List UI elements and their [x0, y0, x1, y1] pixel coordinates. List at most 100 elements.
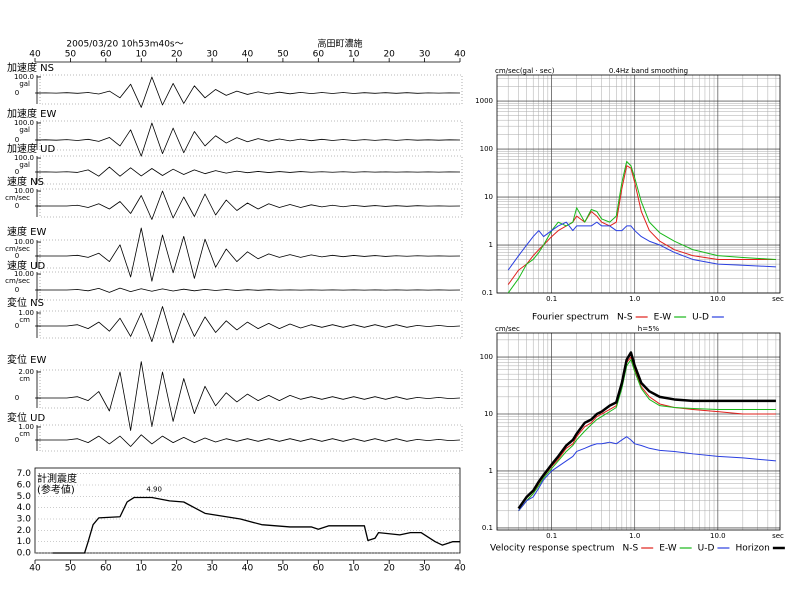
- legend-title: Fourier spectrum: [532, 313, 609, 323]
- x-tick-label: 10: [348, 50, 360, 60]
- y-unit: cm/sec(gal · sec): [495, 67, 555, 75]
- trace-label: 加速度 UD: [7, 142, 55, 155]
- x-tick-label: 40: [242, 564, 254, 574]
- y-tick-label: 0: [15, 168, 19, 176]
- y-tick-label: 0.1: [482, 289, 493, 297]
- x-tick-label: 30: [419, 564, 431, 574]
- annotation: 4.90: [146, 485, 162, 493]
- x-tick-label: 50: [277, 564, 289, 574]
- y-tick-label: 0: [15, 286, 19, 294]
- y-tick-label: 10.00: [14, 187, 34, 195]
- trace-label: 加速度 EW: [7, 107, 56, 120]
- x-tick-label: 40: [29, 50, 41, 60]
- x-tick-label: 20: [383, 50, 395, 60]
- series-line: [507, 161, 776, 294]
- series-line: [517, 351, 776, 510]
- note: 0.4Hz band smoothing: [609, 67, 688, 75]
- x-tick-label: 60: [100, 564, 112, 574]
- y-unit: cm/sec: [495, 325, 520, 333]
- series-line: [518, 359, 776, 512]
- series-line: [35, 190, 461, 220]
- trace-frame: [39, 369, 463, 409]
- y-tick-label: 0: [15, 394, 19, 402]
- y-tick-label: 0: [15, 322, 19, 330]
- x-tick-label: 10: [136, 564, 148, 574]
- note: h=5%: [638, 325, 660, 333]
- y-unit: gal: [19, 80, 30, 88]
- series-line: [507, 221, 776, 271]
- x-tick-label: 30: [206, 564, 218, 574]
- y-tick-label: 100.0: [14, 119, 34, 127]
- trace-label: 変位 NS: [7, 296, 44, 309]
- y-unit: cm/sec: [5, 194, 30, 202]
- x-tick-label: 40: [29, 564, 41, 574]
- y-tick-label: 4.0: [17, 503, 32, 513]
- x-tick-label: 50: [65, 50, 77, 60]
- plot-frame: [496, 332, 781, 531]
- y-tick-label: 1: [489, 241, 493, 249]
- y-tick-label: 1000: [475, 97, 493, 105]
- trace-frame: [39, 188, 463, 218]
- legend-label: N-S: [623, 544, 639, 554]
- x-tick-label: 10.0: [710, 532, 726, 540]
- y-tick-label: 3.0: [17, 515, 32, 525]
- x-unit: sec: [772, 295, 784, 303]
- station-name: 高田町濃施: [317, 38, 362, 50]
- trace-label: 加速度 NS: [7, 61, 54, 74]
- x-tick-label: 10.0: [710, 295, 726, 303]
- y-tick-label: 2.0: [17, 526, 32, 536]
- legend-title: Velocity response spectrum: [490, 544, 615, 554]
- y-tick-label: 1.00: [18, 309, 34, 317]
- y-tick-label: 1.0: [17, 537, 32, 547]
- legend-label: U-D: [698, 544, 715, 554]
- trace-label: 変位 UD: [7, 411, 45, 424]
- series-line: [34, 122, 461, 157]
- y-tick-label: 7.0: [17, 469, 32, 479]
- y-unit: gal: [19, 161, 30, 169]
- series-line: [518, 436, 776, 512]
- y-tick-label: 10.00: [14, 238, 34, 246]
- trace-frame: [39, 424, 463, 452]
- y-tick-label: 100.0: [14, 154, 34, 162]
- y-tick-label: 6.0: [17, 481, 32, 491]
- x-tick-label: 60: [100, 50, 112, 60]
- series-line: [35, 434, 461, 447]
- x-tick-label: 10: [348, 564, 360, 574]
- trace-frame: [39, 155, 463, 185]
- y-tick-label: 5.0: [17, 492, 32, 502]
- x-tick-label: 40: [242, 50, 254, 60]
- x-tick-label: 30: [206, 50, 218, 60]
- y-unit: cm: [19, 316, 30, 324]
- x-tick-label: 30: [419, 50, 431, 60]
- y-unit: gal: [19, 126, 30, 134]
- series-line: [35, 287, 461, 293]
- y-tick-label: 100: [480, 145, 493, 153]
- record-time: 2005/03/20 10h53m40s〜: [66, 40, 183, 50]
- y-tick-label: 10: [484, 193, 493, 201]
- trace-frame: [39, 74, 463, 105]
- trace-label: 速度 NS: [7, 175, 44, 188]
- x-tick-label: 20: [171, 564, 183, 574]
- chart-subtitle: (参考値): [37, 483, 75, 496]
- x-tick-label: 50: [65, 564, 77, 574]
- y-tick-label: 1.00: [18, 423, 34, 431]
- x-tick-label: 0.1: [546, 295, 557, 303]
- legend-label: E-W: [659, 544, 677, 554]
- x-tick-label: 0.1: [546, 532, 557, 540]
- series-line: [35, 361, 461, 431]
- plot-frame: [496, 74, 781, 294]
- legend-label: U-D: [692, 313, 709, 323]
- series-line: [52, 496, 460, 554]
- trace-frame: [39, 239, 463, 269]
- x-unit: sec: [772, 532, 784, 540]
- y-tick-label: 2.00: [18, 368, 34, 376]
- legend-label: N-S: [617, 313, 633, 323]
- series-line: [34, 76, 461, 108]
- trace-label: 変位 EW: [7, 353, 46, 366]
- x-tick-label: 1.0: [629, 532, 640, 540]
- x-tick-label: 10: [136, 50, 148, 60]
- y-tick-label: 0: [15, 436, 19, 444]
- y-tick-label: 0.0: [17, 549, 32, 559]
- trace-label: 速度 EW: [7, 225, 46, 238]
